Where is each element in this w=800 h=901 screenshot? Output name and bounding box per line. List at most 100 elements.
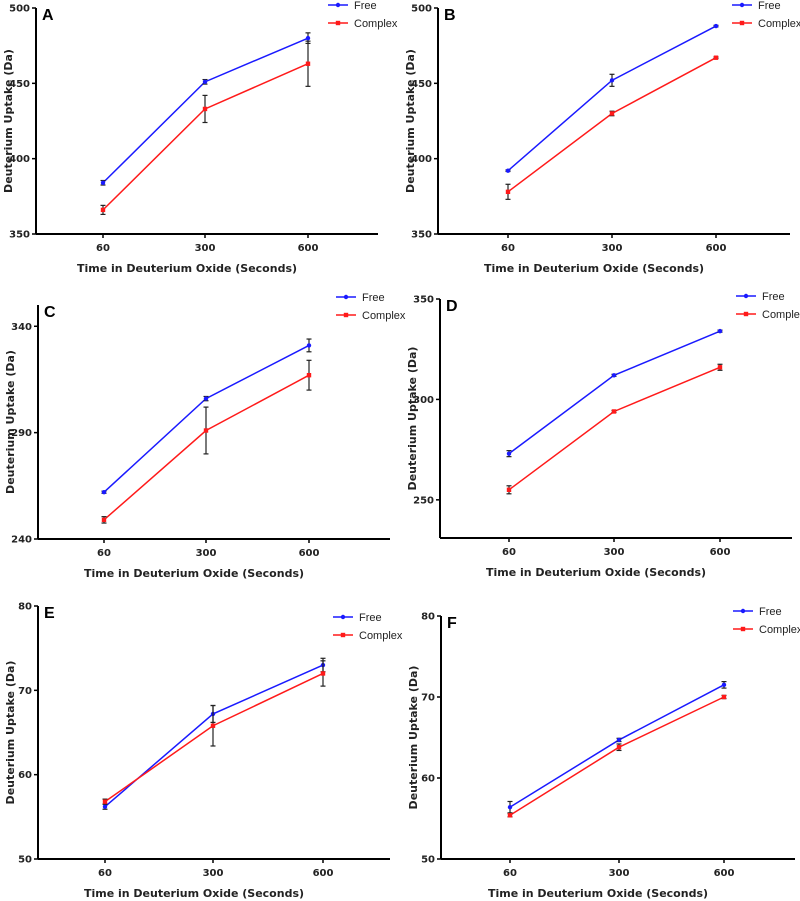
- panel-letter: B: [444, 7, 456, 24]
- x-tick-label: 300: [604, 547, 625, 558]
- data-point-complex: [203, 428, 209, 433]
- x-axis-label: Time in Deuterium Oxide (Seconds): [77, 262, 297, 275]
- legend-marker: [743, 311, 749, 317]
- data-point-free: [305, 35, 311, 41]
- data-point-complex: [100, 207, 106, 213]
- y-tick-label: 500: [411, 4, 432, 15]
- legend-label: Complex: [354, 18, 398, 30]
- y-tick-label: 50: [421, 855, 435, 866]
- y-tick-label: 70: [421, 693, 435, 704]
- panel-e: 50 60 70 80 60 300 600 Time in Deuterium Oxide …: [4, 602, 403, 901]
- data-point-free: [616, 737, 622, 743]
- legend-label: Free: [758, 0, 781, 12]
- x-tick-label: 600: [706, 243, 727, 254]
- y-tick-label: 80: [421, 612, 435, 623]
- data-point-free: [100, 180, 106, 185]
- panel-c: 240 290 340 60 300 600 Time in Deuterium Oxide…: [4, 292, 406, 580]
- series-line-free: [507, 25, 717, 172]
- panel-d: 250 300 350 60 300 600 Time in Deuterium Oxide…: [406, 291, 800, 579]
- x-tick-label: 60: [501, 243, 515, 254]
- x-axis-label: Time in Deuterium Oxide (Seconds): [84, 567, 304, 580]
- y-tick-label: 350: [9, 230, 30, 241]
- data-point-complex: [101, 517, 107, 523]
- panel-letter: F: [447, 615, 457, 632]
- x-tick-label: 600: [710, 547, 731, 558]
- x-tick-label: 600: [313, 868, 334, 879]
- data-point-free: [721, 682, 727, 688]
- legend-label: Complex: [759, 624, 800, 636]
- x-axis-label: Time in Deuterium Oxide (Seconds): [484, 262, 704, 275]
- data-point-complex: [305, 61, 311, 66]
- x-tick-label: 60: [96, 243, 110, 254]
- legend-marker: [743, 293, 749, 299]
- data-point-free: [203, 396, 209, 401]
- y-tick-label: 340: [11, 322, 32, 333]
- x-tick-label: 600: [714, 868, 735, 879]
- panel-letter: C: [44, 304, 56, 321]
- data-point-free: [717, 328, 723, 334]
- y-tick-label: 60: [421, 774, 435, 785]
- y-tick-label: 70: [18, 686, 32, 697]
- legend-marker: [740, 626, 746, 632]
- y-axis-label: Deuterium Uptake (Da): [4, 350, 17, 494]
- x-tick-label: 60: [503, 868, 517, 879]
- data-point-complex: [507, 813, 513, 818]
- legend-marker: [740, 608, 746, 614]
- legend-label: Complex: [362, 310, 406, 322]
- x-tick-label: 60: [97, 548, 111, 559]
- y-axis-label: Deuterium Uptake (Da): [4, 661, 17, 805]
- data-point-free: [609, 78, 615, 83]
- series-line-complex: [509, 696, 725, 816]
- y-tick-label: 290: [11, 428, 32, 439]
- legend-marker: [343, 312, 349, 318]
- data-point-complex: [721, 694, 727, 700]
- panel-letter: D: [446, 298, 458, 315]
- legend-label: Free: [759, 606, 782, 618]
- data-point-complex: [713, 55, 719, 60]
- legend-label: Free: [762, 291, 785, 303]
- x-tick-label: 600: [298, 243, 319, 254]
- data-point-complex: [320, 671, 326, 676]
- legend-label: Complex: [762, 309, 800, 321]
- series-line-complex: [104, 672, 324, 803]
- data-point-complex: [210, 723, 216, 728]
- series-line-complex: [508, 366, 721, 491]
- y-tick-label: 450: [411, 79, 432, 90]
- legend-marker: [739, 20, 745, 26]
- data-point-complex: [202, 106, 208, 112]
- data-point-free: [306, 343, 312, 348]
- data-point-free: [202, 79, 208, 85]
- legend-label: Complex: [758, 18, 800, 30]
- x-tick-label: 300: [196, 548, 217, 559]
- y-tick-label: 500: [9, 4, 30, 15]
- y-axis-label: Deuterium Uptake (Da): [406, 347, 419, 491]
- data-point-free: [611, 373, 617, 378]
- data-point-complex: [306, 373, 312, 378]
- legend-label: Free: [359, 612, 382, 624]
- data-point-free: [101, 490, 107, 495]
- y-tick-label: 250: [413, 495, 434, 506]
- legend-marker: [340, 614, 346, 620]
- legend-label: Free: [354, 0, 377, 12]
- y-tick-label: 400: [9, 154, 30, 165]
- panel-letter: E: [44, 605, 55, 622]
- data-point-complex: [609, 111, 615, 116]
- y-tick-label: 300: [413, 395, 434, 406]
- data-point-free: [506, 451, 512, 456]
- y-tick-label: 50: [18, 855, 32, 866]
- legend-marker: [343, 294, 349, 300]
- x-axis-label: Time in Deuterium Oxide (Seconds): [84, 887, 304, 900]
- x-axis-label: Time in Deuterium Oxide (Seconds): [488, 887, 708, 900]
- series-line-complex: [102, 63, 309, 211]
- y-tick-label: 350: [413, 295, 434, 306]
- x-tick-label: 300: [602, 243, 623, 254]
- data-point-complex: [611, 409, 617, 414]
- data-point-free: [507, 804, 513, 810]
- data-point-complex: [102, 799, 108, 804]
- legend-label: Complex: [359, 630, 403, 642]
- y-tick-label: 60: [18, 770, 32, 781]
- x-tick-label: 300: [203, 868, 224, 879]
